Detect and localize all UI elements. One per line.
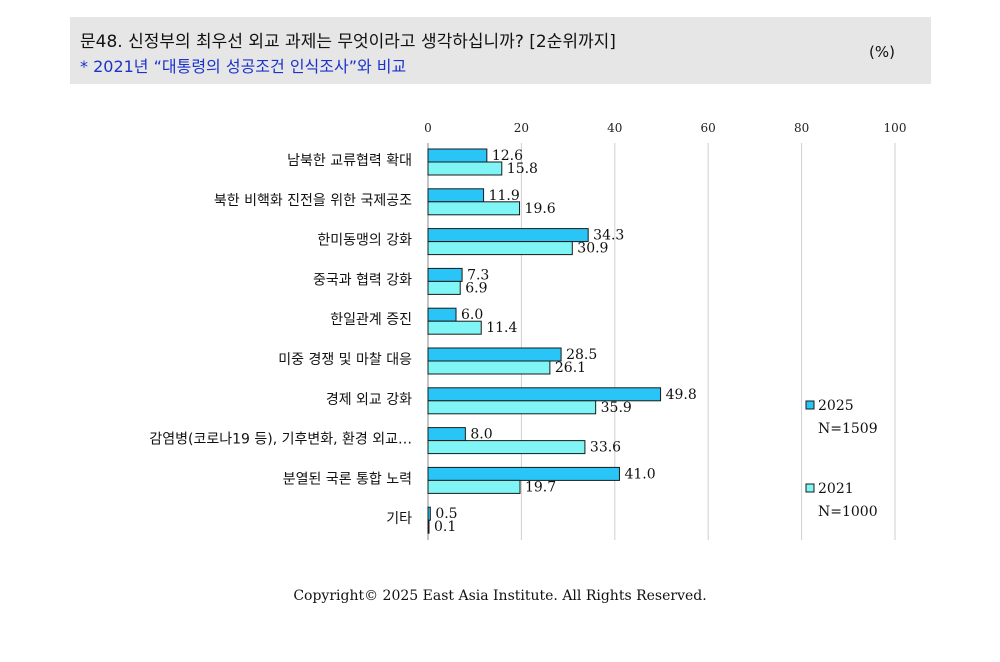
category-label: 감염병(코로나19 등), 기후변화, 환경 외교… xyxy=(149,432,412,448)
bar-2021 xyxy=(427,201,521,216)
legend-label: 2021 xyxy=(818,481,854,497)
bar-2021 xyxy=(427,161,503,176)
data-label: 19.7 xyxy=(525,479,556,495)
data-label: 8.0 xyxy=(470,427,492,443)
data-label: 6.0 xyxy=(461,307,483,323)
bar-2021 xyxy=(427,280,461,295)
chart-title: 문48. 신정부의 최우선 외교 과제는 무엇이라고 생각하십니까? [2순위까… xyxy=(80,32,616,52)
bar-2025 xyxy=(427,267,463,282)
x-tick-label: 100 xyxy=(884,121,907,135)
data-label: 34.3 xyxy=(593,228,624,244)
data-label: 15.8 xyxy=(507,161,538,177)
legend-n-label: N=1000 xyxy=(818,504,878,520)
data-label: 6.9 xyxy=(465,280,487,296)
bar-2021 xyxy=(427,320,482,335)
data-label: 35.9 xyxy=(601,400,632,416)
data-label: 7.3 xyxy=(467,267,489,283)
bar-2021 xyxy=(427,241,573,256)
chart-header: 문48. 신정부의 최우선 외교 과제는 무엇이라고 생각하십니까? [2순위까… xyxy=(70,17,931,84)
copyright-footer: Copyright© 2025 East Asia Institute. All… xyxy=(293,588,707,604)
x-tick-label: 20 xyxy=(514,121,529,135)
category-label: 남북한 교류협력 확대 xyxy=(287,153,412,169)
data-label: 28.5 xyxy=(566,347,597,363)
data-label: 26.1 xyxy=(555,360,586,376)
bar-2021 xyxy=(427,440,586,455)
bar-2025 xyxy=(427,506,431,521)
bar-2025 xyxy=(427,347,562,362)
bar-2025 xyxy=(427,188,485,203)
category-label: 미중 경쟁 및 마찰 대응 xyxy=(278,352,412,368)
bar-2025 xyxy=(427,427,466,442)
category-label: 한미동맹의 강화 xyxy=(317,233,412,249)
category-label: 북한 비핵화 진전을 위한 국제공조 xyxy=(214,193,412,209)
bar-2021 xyxy=(427,360,551,375)
bar-2021 xyxy=(427,400,597,415)
data-label: 0.5 xyxy=(435,506,457,522)
x-tick-label: 60 xyxy=(701,121,716,135)
data-label: 49.8 xyxy=(666,387,697,403)
bar-2021 xyxy=(427,519,430,534)
category-label: 한일관계 증진 xyxy=(330,312,412,328)
data-label: 19.6 xyxy=(525,201,556,217)
bar-2025 xyxy=(427,307,457,322)
category-label: 중국과 협력 강화 xyxy=(313,272,412,288)
data-label: 30.9 xyxy=(577,241,608,257)
data-label: 33.6 xyxy=(590,440,621,456)
legend-swatch-2021 xyxy=(805,483,815,493)
data-label: 41.0 xyxy=(624,466,655,482)
data-label: 12.6 xyxy=(492,148,523,164)
category-label: 기타 xyxy=(386,511,412,527)
category-label: 경제 외교 강화 xyxy=(326,392,412,408)
x-tick-label: 0 xyxy=(424,121,432,135)
chart-subtitle: * 2021년 “대통령의 성공조건 인식조사”와 비교 xyxy=(80,57,407,76)
x-tick-label: 80 xyxy=(794,121,809,135)
data-label: 11.9 xyxy=(489,188,520,204)
bar-2025 xyxy=(427,466,620,481)
bar-2025 xyxy=(427,228,589,243)
bar-2021 xyxy=(427,479,521,494)
x-tick-label: 40 xyxy=(607,121,622,135)
legend-n-label: N=1509 xyxy=(818,421,878,437)
bar-2025 xyxy=(427,148,488,163)
data-label: 0.1 xyxy=(434,519,456,535)
unit-label: (%) xyxy=(869,43,895,61)
data-label: 11.4 xyxy=(486,320,517,336)
legend-swatch-2025 xyxy=(805,400,815,410)
legend-label: 2025 xyxy=(818,398,854,414)
category-label: 분열된 국론 통합 노력 xyxy=(283,471,412,487)
